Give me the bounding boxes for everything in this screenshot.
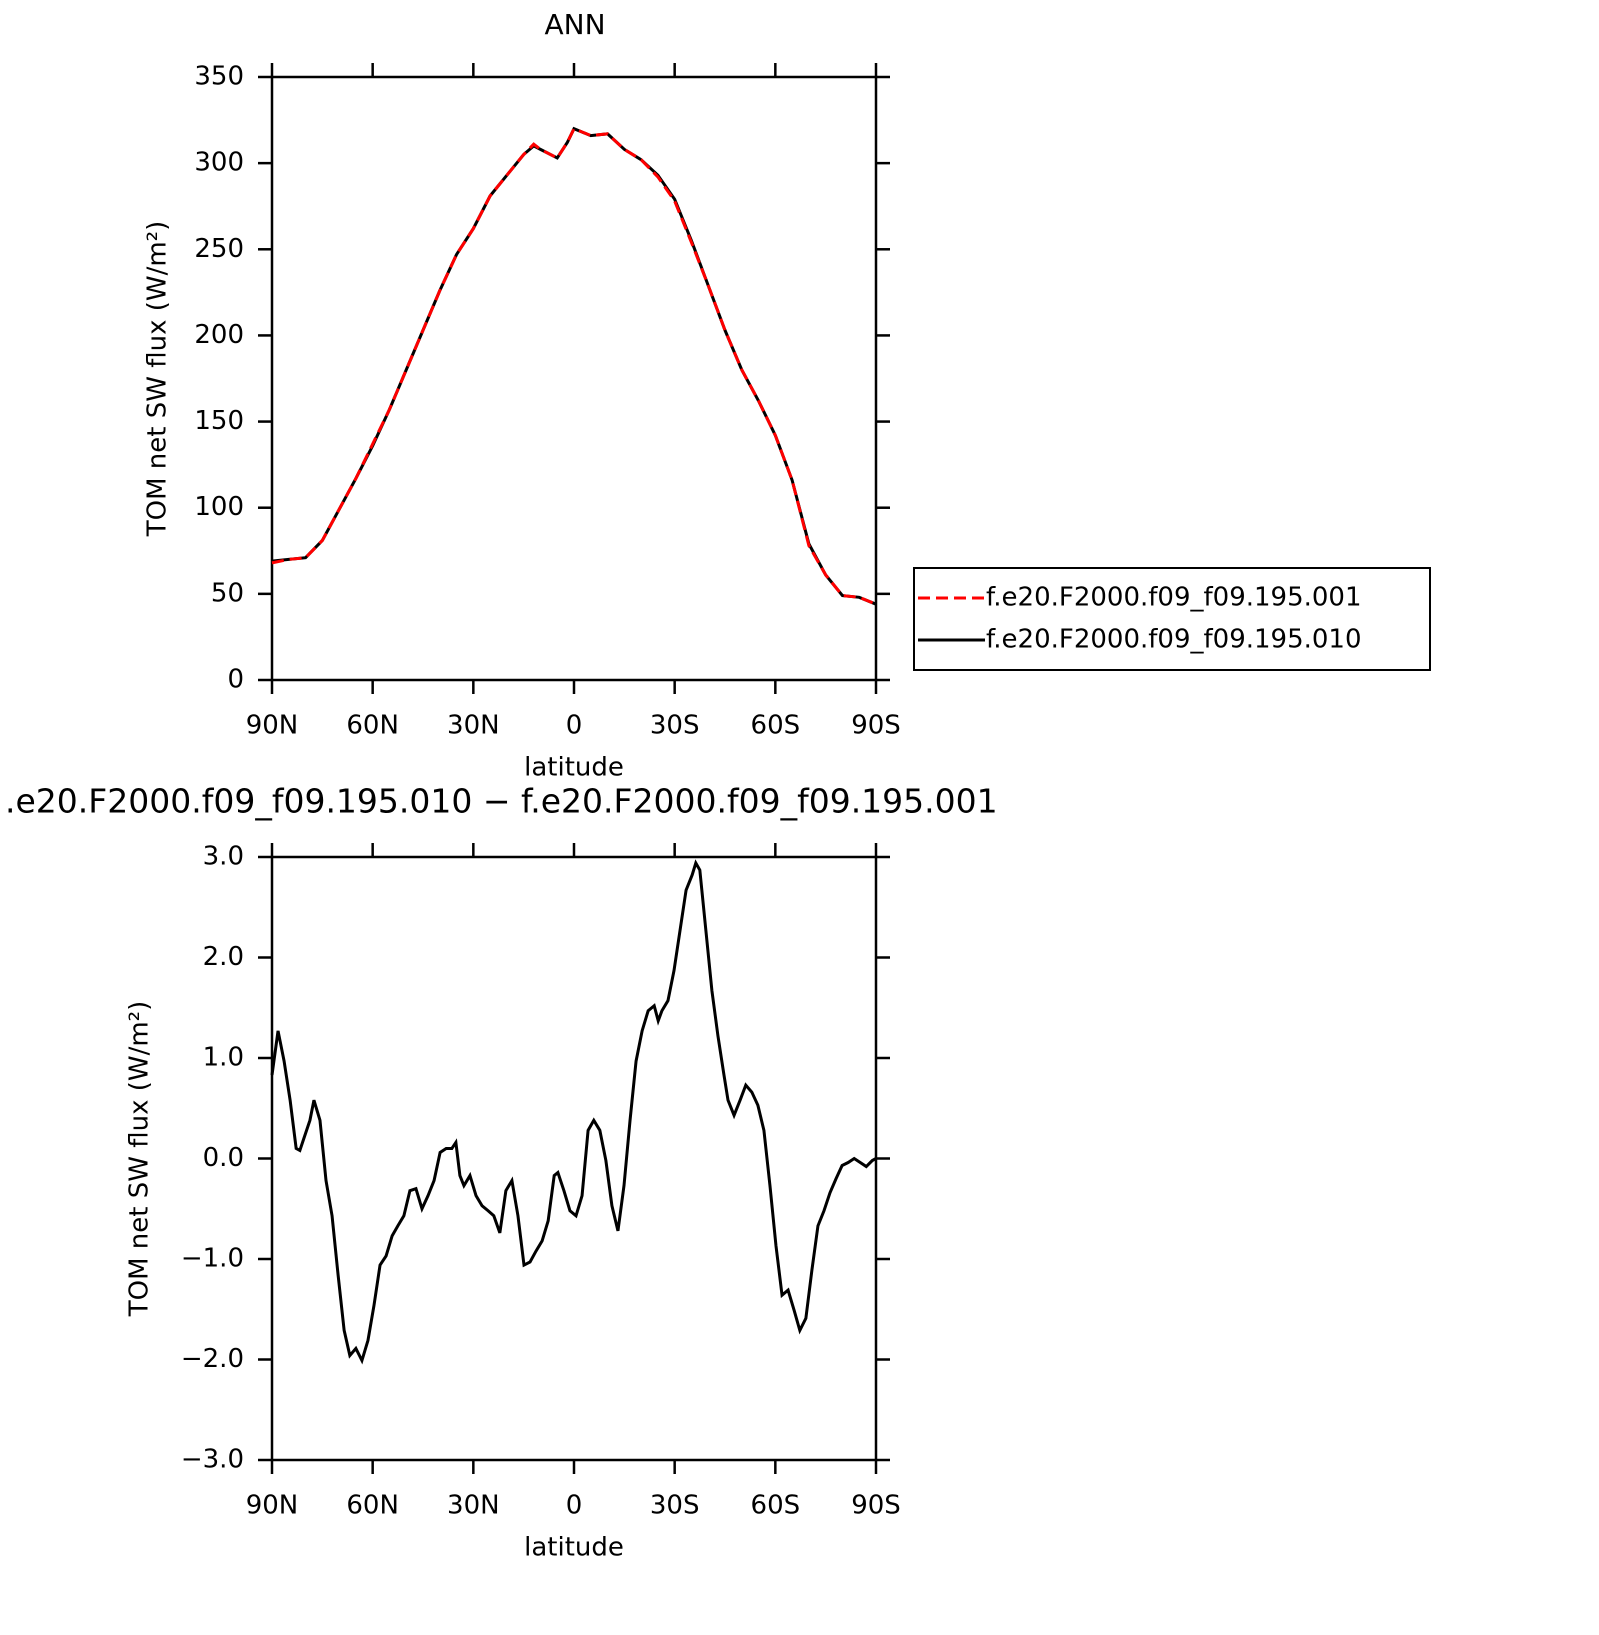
- chart-title: ANN: [544, 8, 605, 41]
- y-tick-label: −2.0: [181, 1344, 244, 1374]
- y-axis-label: TOM net SW flux (W/m²): [125, 1001, 155, 1317]
- y-tick-label: 3.0: [203, 842, 244, 872]
- x-tick-label: 0: [566, 1491, 583, 1521]
- plot-frame: [270, 855, 878, 1462]
- y-tick-label: −1.0: [181, 1244, 244, 1274]
- y-axis-label: TOM net SW flux (W/m²): [143, 221, 173, 537]
- y-tick-label: −3.0: [181, 1445, 244, 1475]
- chart-title: .e20.F2000.f09_f09.195.010 − f.e20.F2000…: [5, 782, 998, 821]
- x-tick-label: 30S: [650, 711, 700, 741]
- x-tick-label: 60N: [346, 1491, 399, 1521]
- x-tick-label: 90N: [246, 1491, 299, 1521]
- x-tick-label: 90S: [851, 1491, 901, 1521]
- series-line: [271, 126, 877, 606]
- y-tick-label: 350: [194, 62, 244, 92]
- series-line: [271, 126, 877, 606]
- y-tick-label: 2.0: [203, 942, 244, 972]
- y-tick-label: 300: [194, 148, 244, 178]
- y-tick-label: 200: [194, 320, 244, 350]
- y-tick-label: 250: [194, 234, 244, 264]
- x-tick-label: 60S: [751, 1491, 801, 1521]
- x-tick-label: 60S: [751, 711, 801, 741]
- series-line: [270, 859, 877, 1365]
- plot-frame: [270, 75, 878, 682]
- x-tick-label: 30N: [447, 711, 500, 741]
- x-tick-label: 30N: [447, 1491, 500, 1521]
- legend-label: f.e20.F2000.f09_f09.195.001: [986, 583, 1362, 613]
- x-tick-label: 90S: [851, 711, 901, 741]
- x-axis-label: latitude: [524, 753, 624, 783]
- x-tick-label: 30S: [650, 1491, 700, 1521]
- legend-box: [913, 567, 1431, 671]
- y-tick-label: 0.0: [203, 1143, 244, 1173]
- legend-label: f.e20.F2000.f09_f09.195.010: [986, 625, 1362, 655]
- y-tick-label: 100: [194, 492, 244, 522]
- y-tick-label: 1.0: [203, 1043, 244, 1073]
- y-tick-label: 150: [194, 406, 244, 436]
- x-tick-label: 0: [566, 711, 583, 741]
- x-axis-label: latitude: [524, 1533, 624, 1563]
- x-tick-label: 90N: [246, 711, 299, 741]
- x-tick-label: 60N: [346, 711, 399, 741]
- y-tick-label: 50: [211, 578, 244, 608]
- y-tick-label: 0: [227, 665, 244, 695]
